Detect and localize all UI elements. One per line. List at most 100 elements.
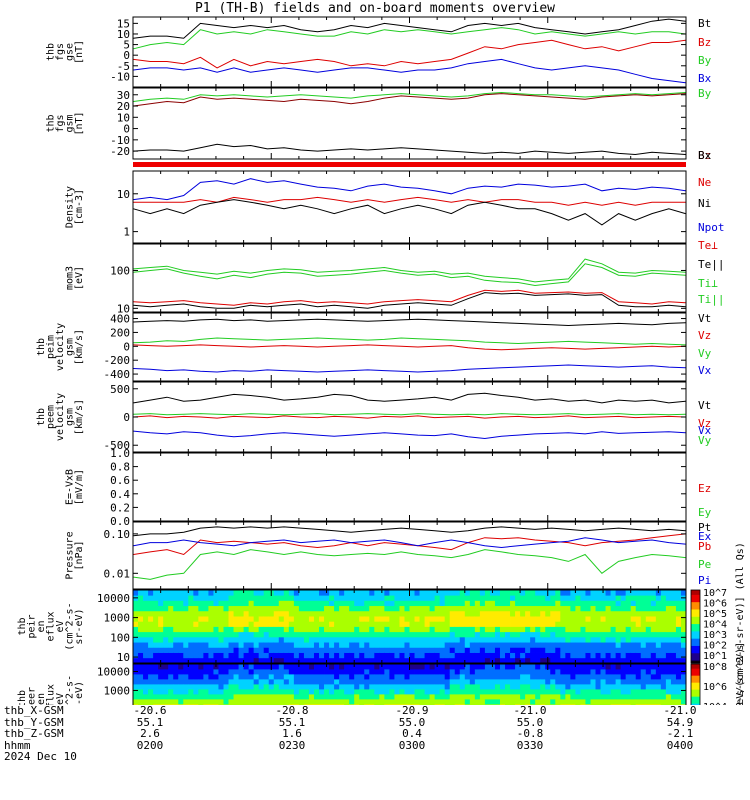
heatmap-cell (640, 626, 647, 633)
heatmap-cell (228, 664, 234, 670)
heatmap-cell (293, 600, 300, 607)
heatmap-cell (153, 664, 159, 670)
heatmap-cell (595, 684, 601, 690)
heatmap-cell (419, 605, 425, 612)
heatmap-cell (449, 642, 456, 648)
legend-entry: Vx (698, 364, 712, 377)
heatmap-cell (505, 684, 511, 690)
heatmap-cell (595, 626, 601, 633)
heatmap-cell (489, 605, 496, 612)
heatmap-cell (223, 636, 229, 643)
heatmap-cell (374, 657, 380, 664)
heatmap-cell (585, 699, 591, 705)
heatmap-cell (459, 684, 466, 690)
heatmap-cell (369, 605, 375, 612)
heatmap-cell (313, 689, 320, 695)
heatmap-cell (515, 674, 521, 680)
heatmap-cell (429, 669, 436, 675)
legend-entry: Ti|| (698, 293, 725, 306)
heatmap-cell (364, 657, 370, 664)
heatmap-cell (645, 600, 652, 607)
colorbar-tick-label: 10^2 (703, 641, 727, 652)
heatmap-cell (469, 590, 476, 596)
colorbar-segment (691, 689, 700, 693)
heatmap-cell (525, 610, 531, 617)
heatmap-cell (429, 626, 436, 633)
heatmap-cell (635, 600, 642, 607)
heatmap-cell (354, 652, 360, 659)
heatmap-cell (293, 674, 300, 680)
heatmap-cell (575, 657, 581, 664)
heatmap-cell (369, 694, 375, 700)
heatmap-cell (474, 610, 481, 617)
heatmap-cell (148, 626, 154, 633)
heatmap-cell (258, 699, 265, 705)
heatmap-cell (344, 636, 350, 643)
heatmap-cell (414, 669, 420, 675)
heatmap-cell (248, 616, 255, 622)
heatmap-cell (298, 636, 305, 643)
heatmap-cell (520, 642, 526, 648)
heatmap-cell (173, 669, 179, 675)
x-axis-value: 55.1 (278, 715, 306, 729)
heatmap-cell (489, 684, 496, 690)
heatmap-cell (349, 642, 355, 648)
heatmap-cell (439, 636, 446, 643)
heatmap-cell (188, 590, 194, 596)
heatmap-cell (208, 626, 214, 633)
heatmap-cell (389, 636, 395, 643)
heatmap-cell (545, 605, 551, 612)
heatmap-cell (379, 605, 385, 612)
series-line (133, 337, 686, 346)
y-axis-label: sr-eV) (74, 608, 85, 644)
heatmap-cell (354, 664, 360, 670)
heatmap-cell (625, 694, 632, 700)
heatmap-cell (218, 689, 224, 695)
heatmap-cell (268, 652, 275, 659)
heatmap-cell (153, 605, 159, 612)
heatmap-cell (429, 657, 436, 664)
heatmap-cell (188, 616, 194, 622)
heatmap-cell (233, 664, 239, 670)
y-axis-label: [nPa] (74, 540, 85, 570)
heatmap-cell (540, 684, 546, 690)
heatmap-cell (520, 699, 526, 705)
heatmap-cell (178, 590, 184, 596)
heatmap-cell (218, 621, 224, 627)
heatmap-cell (163, 600, 169, 607)
heatmap-cell (298, 657, 305, 664)
heatmap-cell (419, 704, 425, 705)
heatmap-cell (379, 679, 385, 685)
heatmap-cell (525, 616, 531, 622)
heatmap-cell (339, 679, 345, 685)
heatmap-cell (349, 610, 355, 617)
heatmap-cell (218, 590, 224, 596)
heatmap-cell (670, 616, 677, 622)
heatmap-cell (173, 664, 179, 670)
heatmap-cell (439, 605, 446, 612)
heatmap-cell (615, 652, 622, 659)
heatmap-cell (313, 652, 320, 659)
heatmap-cell (464, 669, 471, 675)
heatmap-cell (243, 704, 250, 705)
heatmap-cell (645, 605, 652, 612)
heatmap-cell (389, 621, 395, 627)
legend-entry: By (698, 87, 712, 100)
heatmap-cell (449, 590, 456, 596)
heatmap-cell (620, 689, 627, 695)
heatmap-cell (515, 664, 521, 670)
heatmap-cell (414, 610, 420, 617)
heatmap-cell (278, 679, 285, 685)
heatmap-cell (660, 657, 667, 664)
heatmap-cell (138, 590, 144, 596)
heatmap-cell (359, 689, 365, 695)
heatmap-cell (595, 664, 601, 670)
heatmap-cell (278, 674, 285, 680)
heatmap-cell (655, 704, 662, 705)
heatmap-cell (635, 694, 642, 700)
heatmap-cell (389, 595, 395, 601)
heatmap-cell (293, 621, 300, 627)
heatmap-cell (248, 674, 255, 680)
heatmap-cell (273, 626, 280, 633)
